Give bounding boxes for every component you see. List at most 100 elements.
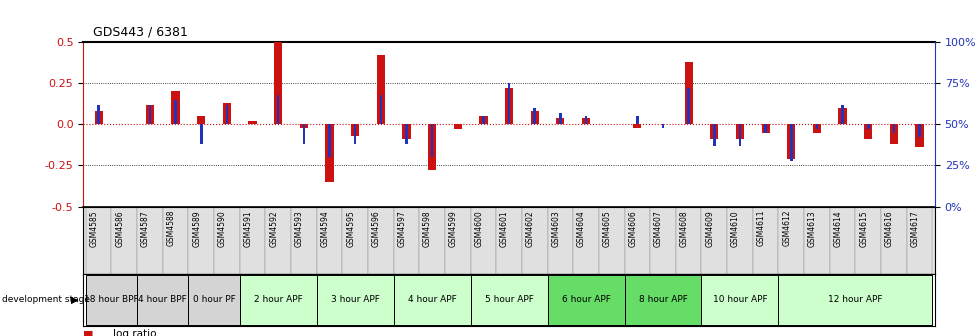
Bar — [530, 111, 538, 124]
Bar — [687, 88, 689, 124]
Bar — [188, 275, 240, 325]
Bar — [701, 207, 727, 274]
Text: GSM4608: GSM4608 — [679, 210, 688, 247]
Bar — [481, 116, 484, 124]
Bar — [290, 207, 316, 274]
Text: GSM4586: GSM4586 — [115, 210, 124, 247]
Bar — [427, 124, 436, 170]
Bar — [599, 207, 624, 274]
Text: ▶: ▶ — [70, 295, 78, 305]
Bar — [815, 124, 818, 129]
Bar — [906, 207, 931, 274]
Text: 3 hour APF: 3 hour APF — [331, 295, 379, 304]
Bar — [633, 124, 641, 128]
Text: GSM4599: GSM4599 — [448, 210, 458, 247]
Bar — [778, 207, 803, 274]
Text: GSM4597: GSM4597 — [397, 210, 406, 247]
Text: GSM4600: GSM4600 — [474, 210, 483, 247]
Text: GSM4593: GSM4593 — [294, 210, 303, 247]
Bar — [636, 116, 638, 124]
Text: GSM4609: GSM4609 — [704, 210, 714, 247]
Bar — [162, 207, 188, 274]
Bar — [675, 207, 701, 274]
Text: GSM4615: GSM4615 — [859, 210, 867, 247]
Text: GSM4605: GSM4605 — [602, 210, 611, 247]
Bar — [274, 42, 282, 124]
Text: 5 hour APF: 5 hour APF — [484, 295, 533, 304]
Bar — [829, 207, 855, 274]
Text: GSM4588: GSM4588 — [166, 210, 175, 247]
Text: GSM4591: GSM4591 — [244, 210, 252, 247]
Bar — [803, 207, 829, 274]
Bar — [351, 124, 359, 136]
Bar — [479, 116, 487, 124]
Text: ■: ■ — [83, 329, 94, 336]
Text: GSM4585: GSM4585 — [90, 210, 99, 247]
Bar — [316, 207, 342, 274]
Bar — [174, 99, 177, 124]
Bar — [581, 118, 590, 124]
Bar — [837, 108, 846, 124]
Bar — [223, 103, 231, 124]
Bar — [419, 207, 444, 274]
Bar — [889, 124, 897, 144]
Bar — [521, 207, 547, 274]
Bar — [379, 95, 381, 124]
Bar — [701, 275, 778, 325]
Bar — [573, 207, 599, 274]
Bar — [393, 207, 419, 274]
Text: GSM4602: GSM4602 — [525, 210, 534, 247]
Bar — [738, 124, 740, 146]
Text: GSM4590: GSM4590 — [218, 210, 227, 247]
Bar — [197, 116, 205, 124]
Bar — [240, 275, 316, 325]
Text: GSM4614: GSM4614 — [832, 210, 842, 247]
Text: GSM4616: GSM4616 — [884, 210, 893, 247]
Bar — [444, 207, 470, 274]
Bar — [277, 95, 279, 124]
Bar — [137, 275, 188, 325]
Bar — [789, 124, 792, 161]
Text: GSM4604: GSM4604 — [576, 210, 586, 247]
Bar — [453, 124, 462, 129]
Bar — [840, 104, 843, 124]
Bar — [914, 124, 922, 148]
Bar — [764, 124, 766, 132]
Bar — [342, 207, 368, 274]
Bar — [684, 62, 692, 124]
Bar — [812, 124, 821, 132]
Bar — [402, 124, 410, 139]
Bar — [225, 104, 228, 124]
Bar — [368, 207, 393, 274]
Bar — [188, 207, 214, 274]
Bar — [624, 207, 649, 274]
Bar — [430, 124, 433, 157]
Text: 12 hour APF: 12 hour APF — [827, 295, 882, 304]
Text: GDS443 / 6381: GDS443 / 6381 — [93, 26, 188, 39]
Text: GSM4587: GSM4587 — [141, 210, 150, 247]
Bar — [880, 207, 906, 274]
Bar — [470, 275, 547, 325]
Bar — [917, 124, 920, 137]
Text: 6 hour APF: 6 hour APF — [561, 295, 610, 304]
Bar — [353, 124, 356, 144]
Text: 2 hour APF: 2 hour APF — [253, 295, 302, 304]
Bar — [533, 108, 536, 124]
Bar — [316, 275, 393, 325]
Bar — [325, 124, 333, 182]
Bar — [86, 207, 111, 274]
Bar — [302, 124, 305, 144]
Bar — [171, 91, 180, 124]
Bar — [786, 124, 794, 159]
Bar — [137, 207, 162, 274]
Bar — [556, 118, 564, 124]
Text: GSM4607: GSM4607 — [653, 210, 662, 247]
Text: 0 hour PF: 0 hour PF — [193, 295, 235, 304]
Bar — [661, 124, 664, 128]
Text: 4 hour APF: 4 hour APF — [407, 295, 456, 304]
Text: 8 hour APF: 8 hour APF — [638, 295, 687, 304]
Text: GSM4611: GSM4611 — [756, 210, 765, 247]
Bar — [508, 83, 510, 124]
Bar — [727, 207, 752, 274]
Bar — [377, 55, 384, 124]
